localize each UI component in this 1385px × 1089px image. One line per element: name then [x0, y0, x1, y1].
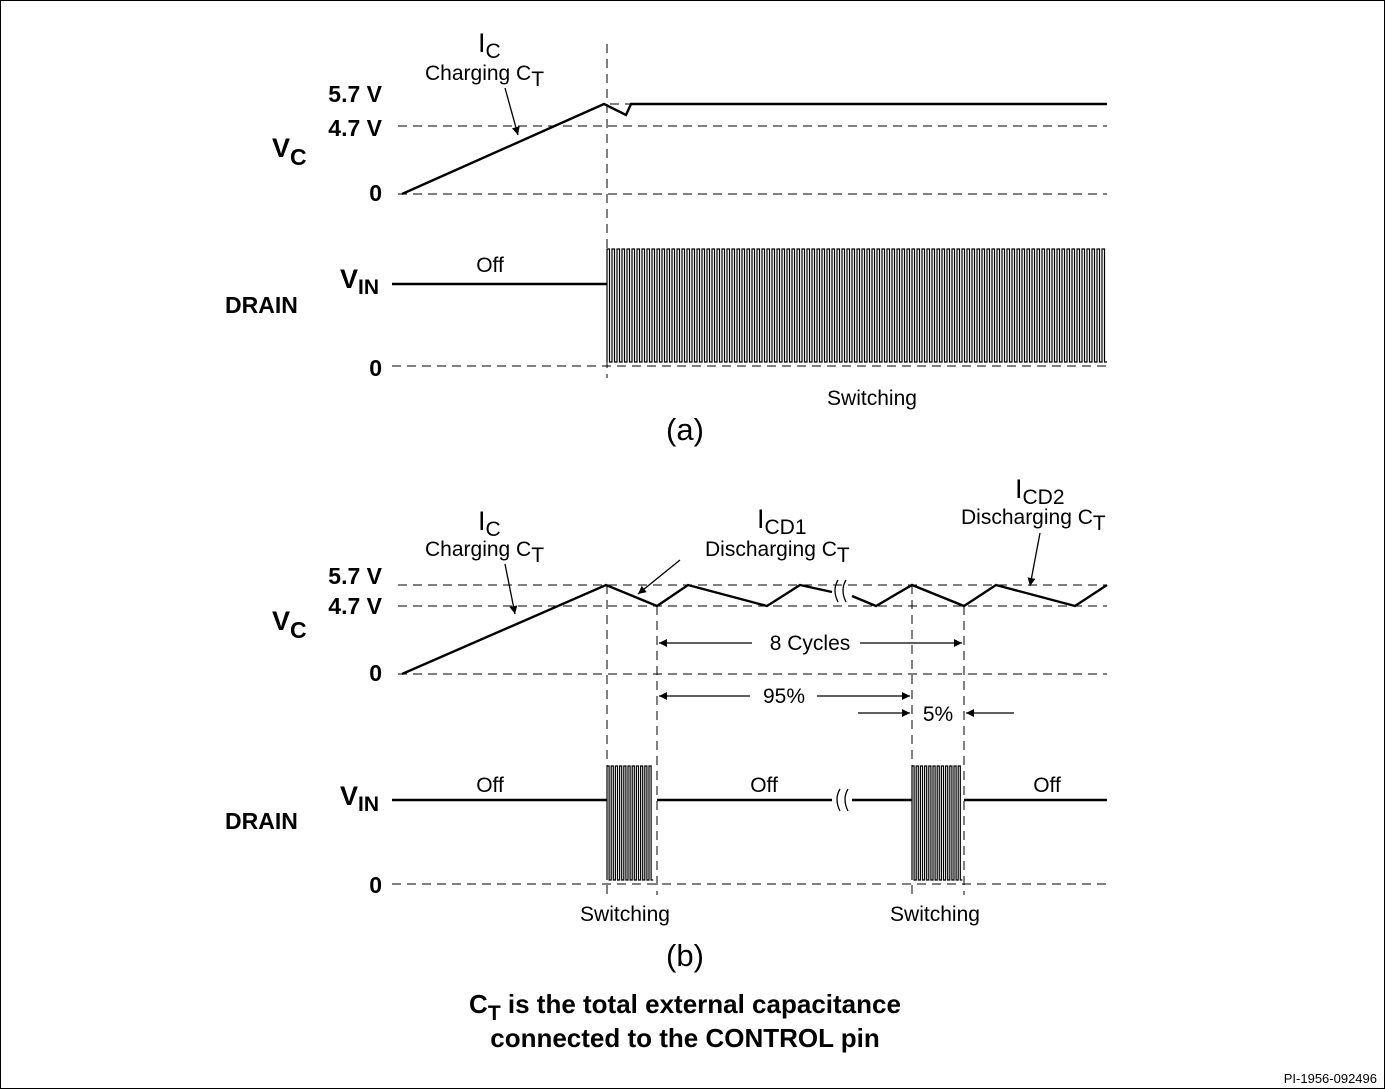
vc-waveform-b-2 — [851, 583, 1108, 608]
icd2-discharging-text: Discharging CT — [961, 506, 1106, 535]
ic-arrow-b — [504, 563, 518, 615]
ic-charging-text: Charging CT — [425, 62, 544, 91]
ic-label-b: IC — [478, 506, 501, 541]
icd2-label: ICD2 — [1015, 474, 1065, 509]
panel-a: IC Charging CT 5.7 V 4.7 V 0 VC VIN DRAI… — [225, 28, 1107, 447]
off-label: Off — [476, 254, 504, 277]
drain-switching-burst-2 — [911, 765, 963, 881]
vc-waveform-b-1 — [401, 583, 833, 676]
drain-zero-label-b: 0 — [369, 872, 382, 898]
vc-5v7-label: 5.7 V — [328, 81, 382, 107]
pct95-label: 95% — [763, 685, 805, 708]
ic-arrow — [504, 87, 520, 136]
drain-vin-label: VIN — [340, 264, 379, 299]
vc-4v7-label: 4.7 V — [328, 115, 382, 141]
footnote-line-1: CT is the total external capacitance — [469, 989, 901, 1025]
square-wave — [911, 765, 963, 881]
vc-waveform — [401, 102, 1107, 196]
drain-break-symbol — [836, 788, 849, 812]
vc-zero-label-b: 0 — [369, 660, 382, 686]
vc-axis-label-b: VC — [272, 606, 307, 643]
cycles-label: 8 Cycles — [770, 632, 851, 655]
figure-id: PI-1956-092496 — [1284, 1071, 1377, 1086]
off-label-b-2: Off — [750, 774, 778, 797]
drain-axis-label-b: DRAIN — [225, 808, 298, 834]
pct5-label: 5% — [923, 703, 953, 726]
icd2-arrow — [1027, 532, 1041, 587]
ic-label: IC — [478, 28, 501, 63]
icd1-discharging-text: Discharging CT — [705, 538, 850, 567]
panel-b: IC Charging CT ICD1 Discharging CT ICD2 … — [225, 474, 1108, 973]
vc-axis-label: VC — [272, 133, 307, 170]
square-wave — [606, 248, 1107, 363]
drain-switching-burst — [606, 248, 1107, 363]
switching-label: Switching — [827, 387, 917, 410]
off-label-b-1: Off — [476, 774, 504, 797]
square-wave — [606, 765, 654, 881]
drain-switching-burst-1 — [606, 765, 654, 881]
icd1-arrow — [637, 559, 681, 595]
off-label-b-3: Off — [1033, 774, 1061, 797]
drain-axis-label: DRAIN — [225, 292, 298, 318]
drain-vin-label-b: VIN — [340, 781, 379, 816]
vc-4v7-label-b: 4.7 V — [328, 593, 382, 619]
caption-a: (a) — [666, 412, 704, 447]
vc-break-symbol — [834, 579, 847, 603]
vc-zero-label: 0 — [369, 180, 382, 206]
switching-label-b-1: Switching — [580, 903, 670, 926]
ic-charging-text-b: Charging CT — [425, 538, 544, 567]
icd1-label: ICD1 — [757, 504, 807, 539]
switching-label-b-2: Switching — [890, 903, 980, 926]
footnote-line-2: connected to the CONTROL pin — [490, 1023, 880, 1053]
drain-zero-label: 0 — [369, 355, 382, 381]
vc-5v7-label-b: 5.7 V — [328, 563, 382, 589]
caption-b: (b) — [666, 938, 704, 973]
